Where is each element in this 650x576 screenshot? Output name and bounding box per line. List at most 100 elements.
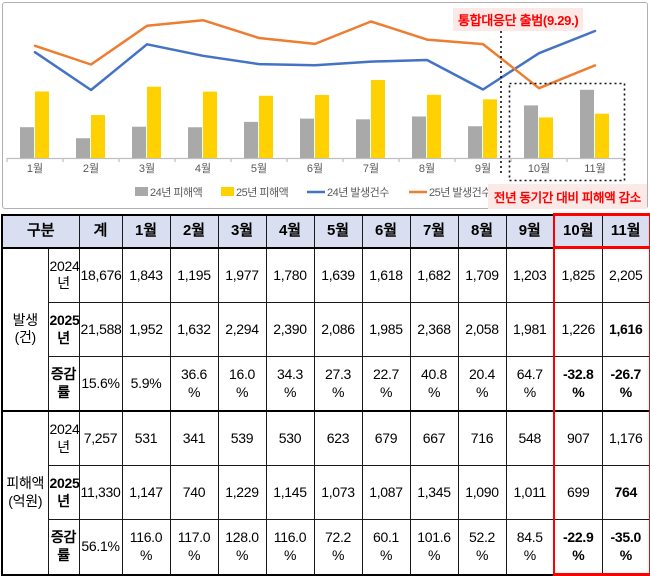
column-header-7월: 7월	[409, 214, 459, 249]
table-cell: 1,618	[361, 247, 411, 303]
table-cell: 56.1%	[78, 519, 123, 575]
column-header-10월: 10월	[553, 213, 603, 249]
table-cell: 1,145	[265, 465, 315, 520]
month-label: 1월	[27, 162, 43, 175]
column-header-계: 계	[78, 214, 123, 249]
bar-2025-damage	[539, 117, 553, 158]
table-cell: 341	[169, 410, 219, 466]
row-label: 2024 년	[47, 247, 80, 303]
month-label: 2월	[83, 162, 99, 175]
table-cell: 907	[553, 410, 603, 466]
month-label: 9월	[475, 162, 491, 175]
table-cell: 116.0 %	[265, 519, 315, 575]
table-cell: 128.0 %	[217, 519, 267, 575]
row-label: 2025 년	[47, 302, 80, 357]
table-cell: 2,390	[265, 302, 315, 357]
table-cell: 84.5 %	[505, 519, 555, 575]
table-cell: 72.2 %	[313, 519, 363, 575]
table-cell: 1,825	[553, 247, 603, 303]
bar-2025-damage	[315, 94, 329, 158]
row-group-label: 발생 (건)	[1, 247, 49, 412]
table-cell: 1,709	[457, 247, 507, 303]
table-cell: 18,676	[78, 247, 123, 303]
row-label: 증감률	[47, 356, 80, 412]
table-cell: 52.2 %	[457, 519, 507, 575]
column-header-11월: 11월	[601, 213, 650, 249]
highlight-box	[508, 82, 626, 182]
table-cell: 1,203	[505, 247, 555, 303]
column-header-1월: 1월	[121, 214, 171, 249]
table-cell: 1,195	[169, 247, 219, 303]
bar-2024-damage	[580, 89, 594, 158]
table-cell: 5.9%	[121, 356, 171, 412]
table-cell: 623	[313, 410, 363, 466]
line-2025-count	[33, 18, 597, 90]
table-cell: 1,011	[505, 465, 555, 520]
table-cell: 699	[553, 465, 603, 520]
month-label: 4월	[195, 162, 211, 175]
table-cell: 11,330	[78, 465, 123, 520]
table-cell: 1,977	[217, 247, 267, 303]
table-cell: 1,981	[505, 302, 555, 357]
corner-header: 구분	[1, 214, 80, 249]
table-cell: 2,368	[409, 302, 459, 357]
table-cell: 530	[265, 410, 315, 466]
column-header-3월: 3월	[217, 214, 267, 249]
row-group-label: 피해액 (억원)	[1, 410, 49, 575]
table-cell: -26.7 %	[601, 356, 650, 412]
legend-marker	[135, 187, 148, 196]
table-cell: -35.0 %	[601, 519, 650, 576]
table-cell: 2,058	[457, 302, 507, 357]
table-cell: 1,682	[409, 247, 459, 303]
table-cell: 548	[505, 410, 555, 466]
legend-label: 25년 피해액	[236, 185, 288, 199]
bar-2025-damage	[371, 79, 385, 158]
table-cell: 117.0 %	[169, 519, 219, 575]
table-cell: 2,086	[313, 302, 363, 357]
table-cell: 1,780	[265, 247, 315, 303]
month-label: 5월	[251, 162, 267, 175]
table-cell: 16.0 %	[217, 356, 267, 412]
table-cell: 531	[121, 410, 171, 466]
table-cell: 1,226	[553, 302, 603, 357]
table-cell: 2,205	[601, 247, 650, 303]
bar-2024-damage	[20, 127, 34, 158]
table-cell: 716	[457, 410, 507, 466]
bar-2025-damage	[91, 115, 105, 158]
table-cell: 740	[169, 465, 219, 520]
bar-2024-damage	[412, 116, 426, 158]
table-cell: 15.6%	[78, 356, 123, 412]
month-label: 11월	[584, 162, 606, 175]
table-cell: 40.8 %	[409, 356, 459, 412]
table-cell: 764	[601, 465, 650, 520]
table-cell: 1,229	[217, 465, 267, 520]
bar-2024-damage	[132, 126, 146, 158]
legend-label: 25년 발생건수	[429, 186, 491, 199]
table-cell: 36.6 %	[169, 356, 219, 412]
line-2024-count	[33, 29, 597, 92]
column-header-2월: 2월	[169, 214, 219, 249]
bar-2025-damage	[259, 95, 273, 158]
bar-2024-damage	[300, 118, 314, 158]
table-cell: 667	[409, 410, 459, 466]
row-label: 2024 년	[47, 410, 80, 466]
table-cell: -32.8 %	[553, 356, 603, 412]
bar-2025-damage	[203, 91, 217, 158]
table-cell: 34.3 %	[265, 356, 315, 412]
month-label: 8월	[419, 162, 435, 175]
month-label: 7월	[363, 162, 379, 175]
column-header-8월: 8월	[457, 214, 507, 249]
row-label: 증감률	[47, 519, 80, 575]
chart-highlight-note: 전년 동기간 대비 피해액 감소	[487, 184, 647, 209]
bar-2024-damage	[468, 126, 482, 158]
bar-2025-damage	[483, 99, 497, 158]
column-header-6월: 6월	[361, 214, 411, 249]
row-label: 2025 년	[47, 465, 80, 520]
table-cell: 22.7 %	[361, 356, 411, 412]
bar-2024-damage	[524, 105, 538, 158]
table-cell: 1,616	[601, 302, 650, 357]
table-cell: 60.1 %	[361, 519, 411, 575]
column-header-4월: 4월	[265, 214, 315, 249]
